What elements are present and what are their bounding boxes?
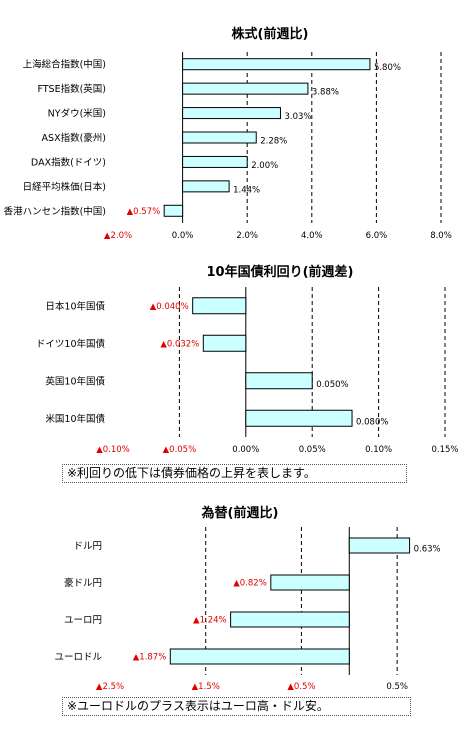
chart-note-fx: ※ユーロドルのプラス表示はユーロ高・ドル安。 (62, 697, 411, 716)
bar-yield (202, 334, 247, 352)
bar-fx (169, 648, 350, 665)
tick-label-yield: ▲0.10% (96, 445, 130, 455)
bar-stocks (182, 131, 257, 144)
data-label-stocks: 3.03% (284, 112, 311, 122)
chart-title-stocks: 株式(前週比) (232, 26, 309, 42)
category-label-yield: ドイツ10年国債 (36, 338, 106, 350)
tick-label-stocks: 6.0% (366, 231, 388, 241)
bar-fx (348, 537, 411, 554)
data-label-yield: 0.080% (356, 417, 388, 427)
tick-label-yield: 0.05% (299, 445, 326, 455)
category-label-stocks: 香港ハンセン指数(中国) (4, 205, 106, 217)
tick-label-stocks: 8.0% (430, 231, 452, 241)
category-label-stocks: 上海総合指数(中国) (23, 59, 106, 71)
bar-fx (270, 574, 350, 591)
chart-title-yield: 10年国債利回り(前週差) (207, 264, 354, 280)
data-label-stocks: 3.88% (312, 88, 339, 98)
data-label-yield: ▲0.040% (150, 302, 189, 312)
tick-label-yield: 0.15% (431, 445, 458, 455)
tick-label-yield: 0.10% (365, 445, 392, 455)
chart-note-yield: ※利回りの低下は債券価格の上昇を表します。 (62, 464, 407, 483)
data-label-fx: 0.63% (414, 545, 441, 555)
data-label-fx: ▲1.87% (133, 653, 167, 663)
tick-label-fx: ▲2.5% (96, 682, 124, 692)
data-label-yield: ▲0.032% (160, 339, 199, 349)
category-label-yield: 米国10年国債 (45, 413, 105, 425)
bar-stocks (182, 82, 309, 95)
category-label-stocks: ASX指数(豪州) (42, 132, 106, 144)
data-label-stocks: ▲0.57% (127, 207, 161, 217)
tick-label-stocks: 2.0% (236, 231, 258, 241)
chart-title-fx: 為替(前週比) (202, 505, 279, 521)
category-label-stocks: NYダウ(米国) (48, 108, 106, 120)
data-label-stocks: 1.44% (233, 185, 260, 195)
category-label-fx: 豪ドル円 (64, 577, 102, 589)
data-label-fx: ▲1.24% (193, 616, 227, 626)
tick-label-stocks: 0.0% (172, 231, 194, 241)
category-label-fx: ユーロ円 (64, 615, 102, 626)
bar-yield (245, 409, 353, 427)
bar-yield (192, 297, 247, 315)
data-label-stocks: 2.28% (260, 137, 287, 147)
tick-label-fx: 0.5% (386, 682, 408, 692)
bar-yield (245, 372, 313, 390)
category-label-fx: ドル円 (73, 541, 102, 552)
tick-label-fx: ▲0.5% (287, 682, 315, 692)
category-label-yield: 英国10年国債 (45, 375, 105, 387)
bar-fx (230, 611, 350, 628)
bar-stocks (182, 155, 248, 168)
bar-stocks (163, 204, 184, 217)
tick-label-stocks: ▲2.0% (104, 231, 132, 241)
category-label-stocks: FTSE指数(英国) (37, 83, 106, 95)
category-label-yield: 日本10年国債 (45, 300, 105, 312)
data-label-stocks: 2.00% (251, 161, 278, 171)
data-label-yield: 0.050% (316, 380, 348, 390)
data-label-stocks: 5.80% (374, 63, 401, 73)
category-label-stocks: DAX指数(ドイツ) (31, 156, 106, 168)
category-label-fx: ユーロドル (54, 652, 102, 663)
bar-stocks (182, 58, 371, 71)
tick-label-fx: ▲1.5% (192, 682, 220, 692)
category-label-stocks: 日経平均株価(日本) (23, 181, 106, 193)
tick-label-yield: 0.00% (232, 445, 259, 455)
bar-stocks (182, 107, 281, 120)
tick-label-stocks: 4.0% (301, 231, 323, 241)
tick-label-yield: ▲0.05% (163, 445, 197, 455)
bar-stocks (182, 180, 230, 193)
data-label-fx: ▲0.82% (233, 579, 267, 589)
